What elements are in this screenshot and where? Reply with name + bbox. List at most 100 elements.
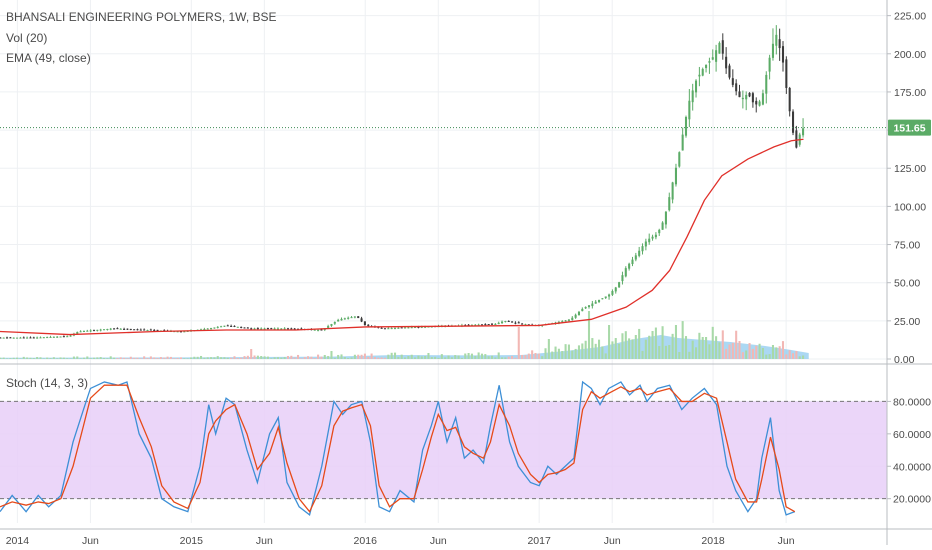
candle-body [59, 336, 62, 338]
candle-body [751, 93, 754, 103]
candle-body [383, 328, 387, 330]
volume-bar [86, 356, 89, 359]
volume-bar [169, 356, 172, 359]
volume-bar [126, 358, 129, 359]
volume-bar [280, 357, 283, 359]
candle-body [62, 336, 65, 338]
volume-bar [691, 340, 694, 359]
volume-bar [123, 357, 126, 359]
volume-bar [487, 356, 490, 359]
candle-body [32, 337, 35, 339]
candle-body [781, 46, 785, 63]
candle-body [340, 318, 343, 321]
volume-bar [176, 357, 179, 359]
candle-body [12, 337, 15, 339]
candle-body [263, 328, 266, 330]
volume-bar [19, 358, 22, 359]
volume-bar [266, 356, 269, 359]
candle-body [109, 328, 112, 330]
candle-body [577, 311, 581, 316]
volume-bar [531, 350, 534, 359]
candle-body [76, 332, 79, 334]
candle-body [146, 329, 149, 331]
volume-bar [634, 335, 637, 359]
candle-body [671, 182, 674, 200]
price-tick-label: 175.00 [894, 87, 926, 99]
candle-body [29, 337, 32, 339]
volume-bar [417, 355, 420, 359]
volume-bar [464, 353, 467, 359]
candle-body [581, 308, 584, 312]
volume-bar [467, 353, 470, 359]
volume-bar [507, 356, 510, 359]
volume-bar [163, 357, 166, 359]
volume-bar [454, 355, 457, 359]
candle-body [758, 101, 761, 106]
volume-bar [738, 341, 741, 359]
candle-body [39, 337, 42, 339]
volume-bar [337, 354, 340, 359]
volume-bar [731, 342, 734, 359]
price-tick-label: 75.00 [894, 240, 920, 252]
candle-body [624, 268, 627, 277]
last-price-label: 151.65 [893, 123, 925, 135]
candle-body [427, 326, 430, 328]
volume-bar [497, 352, 500, 359]
candle-body [417, 326, 420, 328]
volume-bar [193, 356, 196, 359]
volume-bar [340, 354, 343, 359]
volume-bar [644, 339, 647, 359]
volume-bar [638, 328, 641, 359]
volume-bar [383, 357, 387, 359]
volume-bar [12, 357, 15, 359]
candle-body [718, 42, 721, 54]
volume-bar [353, 354, 356, 359]
candle-body [771, 43, 774, 58]
volume-bar [537, 353, 540, 359]
volume-bar [49, 358, 52, 359]
volume-bar [735, 330, 738, 359]
candle-body [745, 94, 748, 100]
candle-body [390, 328, 393, 330]
volume-bar [795, 351, 798, 359]
candle-body [0, 337, 2, 339]
candle-body [253, 328, 256, 330]
candle-body [270, 328, 273, 330]
candle-body [587, 305, 591, 308]
stoch-tick-label: 20.0000 [893, 494, 931, 506]
candle-body [678, 152, 681, 167]
candle-body [119, 328, 122, 330]
legend-stoch: Stoch (14, 3, 3) [6, 376, 89, 390]
volume-bar [477, 352, 480, 359]
volume-bar [59, 357, 62, 359]
volume-bar [480, 353, 484, 359]
volume-bar [755, 345, 758, 359]
candle-body [393, 327, 397, 329]
volume-bar [450, 357, 453, 359]
volume-bar [250, 349, 253, 359]
candle-body [9, 337, 12, 339]
stoch-band [0, 400, 887, 500]
candle-body [404, 327, 407, 329]
volume-bar [293, 357, 296, 359]
candle-body [594, 301, 597, 304]
volume-bar [189, 357, 193, 359]
candle-body [644, 241, 647, 247]
volume-bar [270, 358, 273, 359]
candle-body [203, 328, 206, 330]
candle-body [156, 329, 159, 331]
volume-bar [256, 355, 259, 359]
candle-body [567, 319, 570, 321]
volume-bar [594, 343, 597, 359]
candle-body [387, 328, 390, 330]
volume-bar [39, 357, 42, 359]
time-tick-label: Jun [430, 535, 447, 547]
candle-body [564, 320, 567, 322]
candle-body [604, 296, 607, 298]
volume-bar [153, 357, 156, 359]
volume-bar [571, 350, 574, 359]
volume-bar [357, 354, 360, 359]
volume-bar [474, 355, 477, 359]
candle-body [250, 328, 253, 330]
